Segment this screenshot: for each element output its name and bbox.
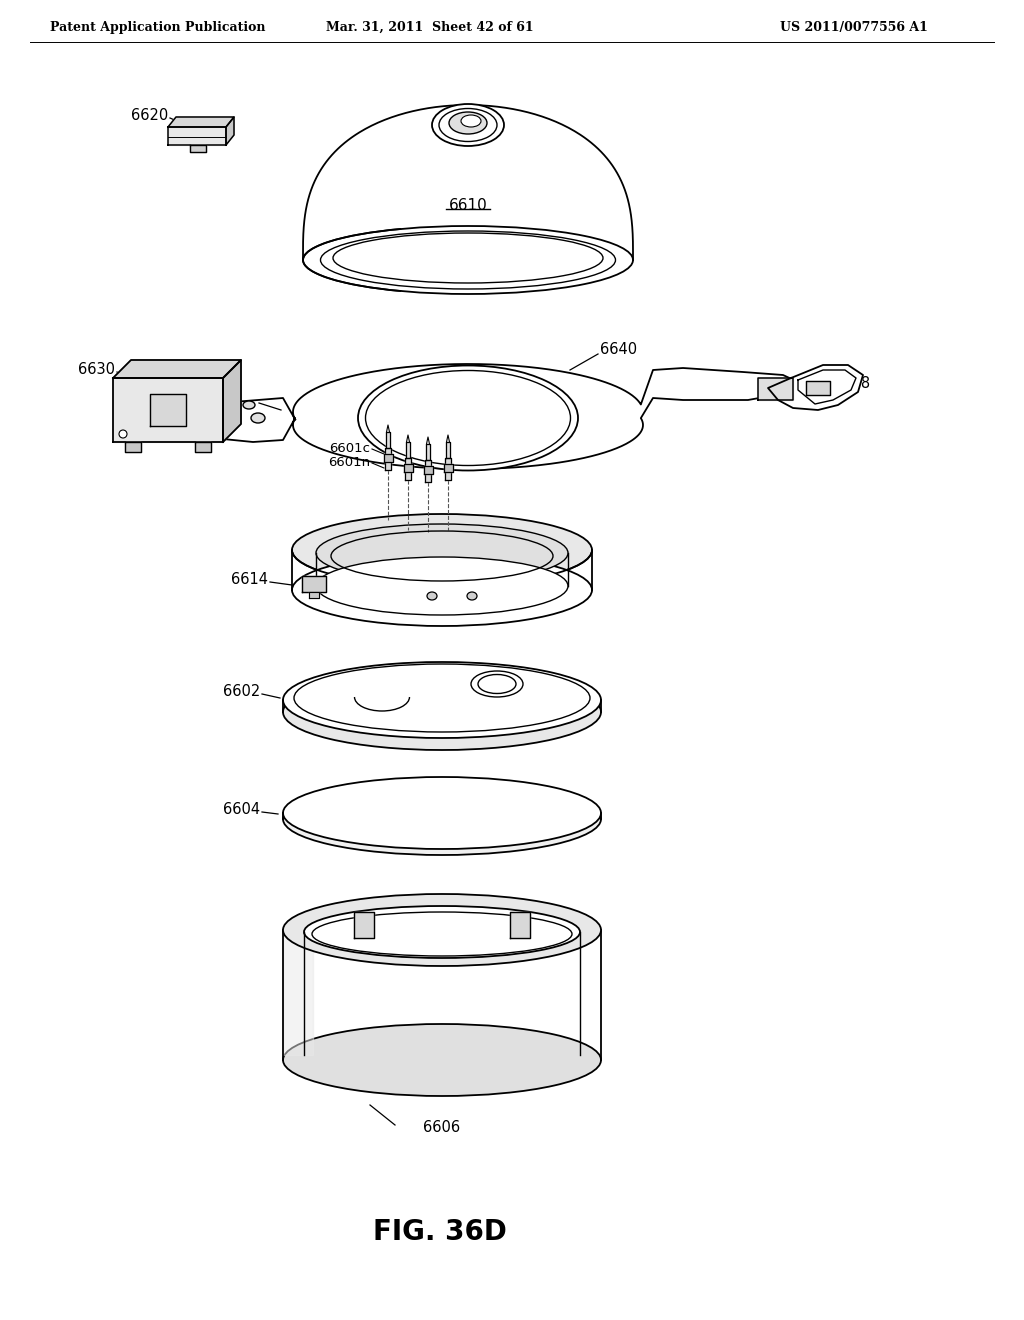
Text: Mar. 31, 2011  Sheet 42 of 61: Mar. 31, 2011 Sheet 42 of 61 [327,21,534,33]
Polygon shape [425,459,431,482]
Polygon shape [150,393,186,426]
Polygon shape [446,442,450,458]
Polygon shape [168,117,234,127]
Ellipse shape [304,906,580,958]
Polygon shape [406,442,410,458]
Ellipse shape [432,104,504,147]
Polygon shape [386,432,390,447]
Polygon shape [403,465,413,473]
Polygon shape [426,444,430,459]
Polygon shape [113,360,241,378]
Ellipse shape [243,401,255,409]
Polygon shape [384,454,392,462]
Text: 6614: 6614 [231,573,268,587]
Polygon shape [806,381,830,395]
Polygon shape [223,360,241,442]
Text: 6608: 6608 [833,375,870,391]
Text: 6604: 6604 [223,803,260,817]
Ellipse shape [316,557,568,615]
Text: 6610: 6610 [449,198,487,213]
Ellipse shape [283,1024,601,1096]
Text: 6606: 6606 [424,1121,461,1135]
Polygon shape [113,378,223,442]
Ellipse shape [283,783,601,855]
Polygon shape [309,591,319,598]
Polygon shape [406,458,411,480]
Ellipse shape [439,108,497,141]
Polygon shape [302,576,326,591]
Text: 6620: 6620 [131,107,168,123]
Polygon shape [510,912,530,939]
Polygon shape [283,931,313,1055]
Polygon shape [188,364,798,469]
Ellipse shape [283,663,601,738]
Text: 6630: 6630 [78,363,115,378]
Text: 6601a: 6601a [456,438,498,451]
Text: FIG. 36D: FIG. 36D [373,1218,507,1246]
Ellipse shape [471,671,523,697]
Ellipse shape [316,524,568,582]
Text: 6640: 6640 [600,342,637,358]
Polygon shape [226,117,234,145]
Text: 6601c: 6601c [329,441,370,454]
Text: Patent Application Publication: Patent Application Publication [50,21,265,33]
Ellipse shape [461,115,481,127]
Ellipse shape [427,591,437,601]
Polygon shape [768,366,863,411]
Ellipse shape [119,430,127,438]
Polygon shape [303,106,633,260]
Text: 6602: 6602 [223,685,260,700]
Polygon shape [195,442,211,451]
Text: US 2011/0077556 A1: US 2011/0077556 A1 [780,21,928,33]
Polygon shape [354,912,374,939]
Polygon shape [168,127,226,145]
Polygon shape [758,378,793,400]
Ellipse shape [292,554,592,626]
Ellipse shape [251,413,265,422]
Ellipse shape [467,591,477,601]
Ellipse shape [449,112,487,135]
Polygon shape [385,447,391,470]
Ellipse shape [283,777,601,849]
Ellipse shape [292,513,592,586]
Ellipse shape [283,894,601,966]
Polygon shape [443,465,453,473]
Ellipse shape [358,366,578,470]
Polygon shape [190,145,206,152]
Text: 6601b: 6601b [395,432,437,445]
Text: 6601n: 6601n [328,455,370,469]
Polygon shape [424,466,432,474]
Polygon shape [445,458,451,480]
Polygon shape [125,442,141,451]
Ellipse shape [303,226,633,294]
Ellipse shape [283,675,601,750]
